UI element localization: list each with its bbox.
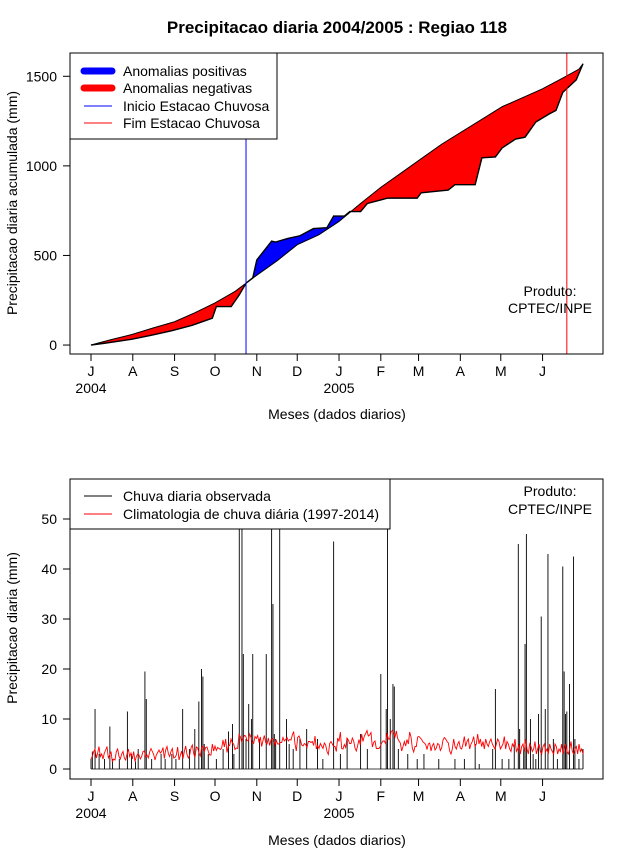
x-tick-label-2-10: M	[495, 788, 507, 804]
y-axis-label-2: Precipitacao diaria (mm)	[4, 552, 20, 704]
x-tick-label-2-4: N	[252, 788, 262, 804]
x-tick-label-2-6: J	[336, 788, 343, 804]
x-tick-label-2-7: F	[377, 788, 386, 804]
y-tick-label-1-0: 0	[49, 337, 57, 353]
x-tick-label-1-2: S	[170, 363, 179, 379]
product-label-2: Produto:	[524, 483, 577, 499]
legend-box-1	[69, 52, 278, 140]
y-tick-label-2-1: 10	[41, 711, 57, 727]
year-label-1-0: 2004	[75, 380, 106, 396]
product-label-1: Produto:	[524, 283, 577, 299]
year-label-2-0: 2004	[75, 805, 106, 821]
legend-label-positive: Anomalias positivas	[123, 63, 247, 79]
legend-2: Chuva diaria observada Climatologia de c…	[69, 478, 391, 530]
legend-label-start: Inicio Estacao Chuvosa	[123, 98, 270, 114]
y-tick-label-1-3: 1500	[26, 68, 57, 84]
year-label-1-1: 2005	[323, 380, 354, 396]
x-tick-label-2-9: A	[456, 788, 466, 804]
x-tick-label-1-3: O	[210, 363, 221, 379]
x-tick-label-2-11: J	[539, 788, 546, 804]
x-tick-label-1-0: J	[88, 363, 95, 379]
observed-cumulative-line	[90, 63, 584, 346]
y-axis-2: 0 10 20 30 40 50	[41, 511, 70, 777]
y-axis-1: 0 500 1000 1500	[26, 68, 70, 353]
plot-area-2	[90, 529, 584, 770]
climatology-daily-line	[90, 729, 584, 763]
legend-label-climatology: Climatologia de chuva diária (1997-2014)	[123, 506, 379, 522]
x-tick-label-2-8: M	[413, 788, 425, 804]
product-source-2: CPTEC/INPE	[508, 501, 592, 517]
x-tick-label-1-11: J	[539, 363, 546, 379]
plot-area-1	[90, 53, 584, 354]
y-tick-label-2-5: 50	[41, 511, 57, 527]
x-tick-label-1-10: M	[495, 363, 507, 379]
legend-label-end: Fim Estacao Chuvosa	[123, 115, 260, 131]
x-tick-label-1-1: A	[128, 363, 138, 379]
y-axis-label-1: Precipitacao diaria acumulada (mm)	[4, 91, 20, 315]
year-label-2-1: 2005	[323, 805, 354, 821]
y-tick-label-2-2: 20	[41, 661, 57, 677]
x-tick-label-2-0: J	[88, 788, 95, 804]
y-tick-label-1-1: 500	[34, 247, 58, 263]
legend-box-2	[69, 478, 391, 530]
y-tick-label-2-3: 30	[41, 611, 57, 627]
observed-rain-spikes	[90, 529, 584, 770]
legend-label-observed: Chuva diaria observada	[123, 488, 271, 504]
x-tick-label-1-5: D	[292, 363, 302, 379]
y-tick-label-2-4: 40	[41, 561, 57, 577]
x-tick-label-2-3: O	[210, 788, 221, 804]
x-tick-label-2-5: D	[292, 788, 302, 804]
x-tick-label-2-2: S	[170, 788, 179, 804]
x-tick-label-1-7: F	[377, 363, 386, 379]
y-tick-label-1-2: 1000	[26, 158, 57, 174]
x-tick-label-1-4: N	[252, 363, 262, 379]
x-axis-label-2: Meses (dados diarios)	[268, 832, 406, 848]
plot-frame-1	[69, 52, 604, 355]
x-tick-label-2-1: A	[128, 788, 138, 804]
figure-title: Precipitacao diaria 2004/2005 : Regiao 1…	[167, 18, 507, 37]
legend-label-negative: Anomalias negativas	[123, 80, 252, 96]
x-tick-label-1-6: J	[336, 363, 343, 379]
x-axis-label-1: Meses (dados diarios)	[268, 406, 406, 422]
x-tick-label-1-9: A	[456, 363, 466, 379]
legend-1: Anomalias positivas Anomalias negativas …	[69, 52, 278, 140]
x-tick-label-1-8: M	[413, 363, 425, 379]
y-tick-label-2-0: 0	[49, 761, 57, 777]
product-source-1: CPTEC/INPE	[508, 300, 592, 316]
